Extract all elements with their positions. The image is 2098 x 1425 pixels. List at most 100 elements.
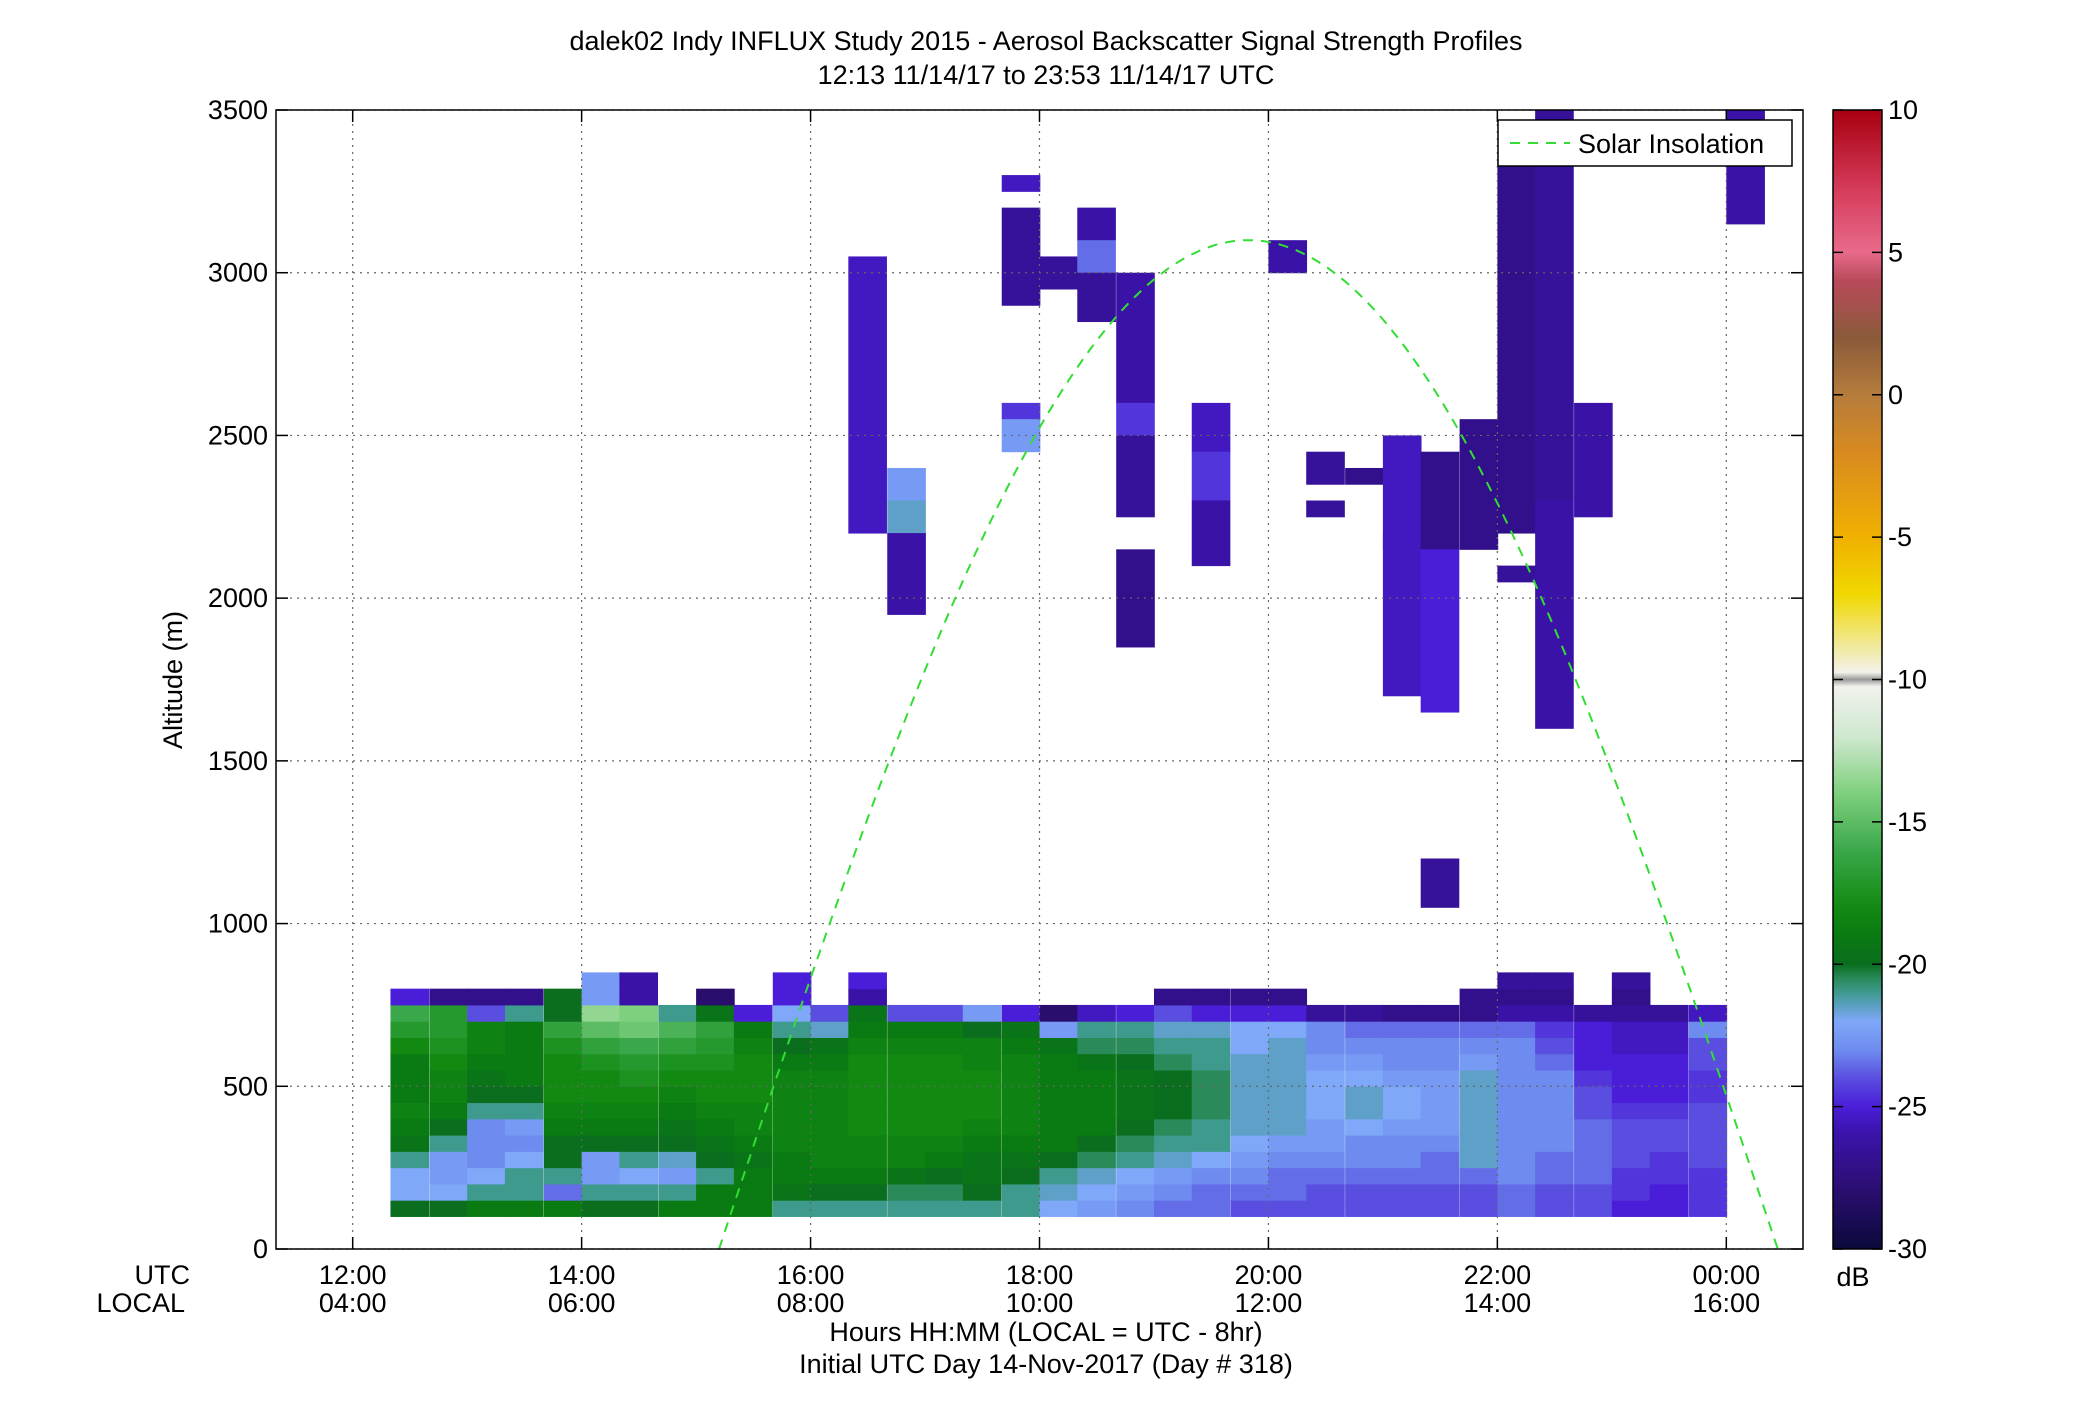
heatmap-cell — [1039, 1167, 1079, 1185]
heatmap-cell — [1497, 1021, 1536, 1038]
x-tick-label-local: 08:00 — [777, 1288, 845, 1318]
colorbar-tick-label: 10 — [1888, 95, 1918, 125]
heatmap-cell — [1688, 1037, 1728, 1055]
heatmap-cell — [1497, 565, 1536, 583]
axis-ticks — [276, 109, 1803, 1250]
heatmap-cell — [1268, 1200, 1308, 1217]
heatmap-cell — [390, 1086, 430, 1104]
colorbar-tick-label: -10 — [1888, 665, 1927, 695]
heatmap-cell — [1611, 972, 1651, 990]
heatmap-cell — [962, 1135, 1002, 1152]
x-tick-label-utc: 22:00 — [1464, 1260, 1532, 1290]
heatmap-cell — [467, 1004, 506, 1022]
heatmap-cell — [1191, 1070, 1231, 1087]
heatmap-cell — [504, 1200, 544, 1217]
heatmap-cell — [619, 988, 659, 1006]
legend: Solar Insolation — [1497, 119, 1793, 167]
heatmap-cell — [1497, 1037, 1536, 1055]
heatmap-cell — [1649, 1102, 1689, 1120]
heatmap-cell — [1649, 1004, 1689, 1022]
heatmap-cell — [504, 1118, 544, 1136]
heatmap-cell — [810, 1021, 850, 1038]
heatmap-cell — [1001, 175, 1041, 192]
heatmap-cell — [1382, 1004, 1422, 1022]
heatmap-cell — [1420, 1151, 1460, 1169]
heatmap-cell — [1497, 1053, 1536, 1071]
heatmap-cell — [1116, 272, 1155, 404]
heatmap-cell — [1345, 1021, 1384, 1038]
heatmap-cell — [1191, 1004, 1231, 1022]
heatmap-cell — [733, 1004, 773, 1022]
heatmap-cell — [1191, 1135, 1231, 1152]
heatmap-cell — [1001, 207, 1041, 306]
heatmap-cell — [429, 1086, 469, 1104]
heatmap-cell — [1077, 1151, 1116, 1169]
heatmap-cell — [1268, 1135, 1308, 1152]
heatmap-cell — [1535, 1118, 1574, 1136]
heatmap-cell — [772, 1167, 812, 1185]
heatmap-cell — [390, 988, 430, 1006]
heatmap-cell — [467, 1151, 506, 1169]
heatmap-cell — [581, 1086, 621, 1104]
heatmap-cell — [696, 1021, 735, 1038]
heatmap-cell — [658, 1102, 697, 1120]
heatmap-cell — [1649, 1118, 1689, 1136]
heatmap-cell — [1116, 1037, 1155, 1055]
heatmap-cell — [772, 1151, 812, 1169]
x-axis-label-2: Initial UTC Day 14-Nov-2017 (Day # 318) — [799, 1349, 1293, 1379]
heatmap-cell — [1688, 1200, 1728, 1217]
heatmap-cell — [1153, 1151, 1193, 1169]
heatmap-cell — [619, 1021, 659, 1038]
heatmap-cell — [810, 1053, 850, 1071]
heatmap-cell — [772, 1183, 812, 1201]
heatmap-cell — [1535, 1053, 1574, 1071]
heatmap-cell — [1345, 1070, 1384, 1087]
heatmap-cell — [581, 1200, 621, 1217]
heatmap-cell — [1268, 1086, 1308, 1104]
heatmap-cell — [1382, 1037, 1422, 1055]
heatmap-cell — [962, 1118, 1002, 1136]
x-axis-label: Hours HH:MM (LOCAL = UTC - 8hr) — [829, 1317, 1262, 1347]
x-tick-label-utc: 16:00 — [777, 1260, 845, 1290]
heatmap-cell — [543, 1037, 583, 1055]
heatmap-cell — [1268, 1151, 1308, 1169]
heatmap-cell — [848, 1102, 887, 1120]
heatmap-cell — [1574, 1004, 1613, 1022]
heatmap-cell — [1574, 1167, 1613, 1185]
heatmap-cell — [962, 1021, 1002, 1038]
heatmap-cell — [1077, 1070, 1116, 1087]
plot-area — [275, 109, 1804, 1250]
heatmap-cell — [1420, 1135, 1460, 1152]
heatmap-cell — [1535, 1070, 1574, 1087]
heatmap-cell — [696, 1200, 735, 1217]
heatmap-cell — [1420, 1053, 1460, 1071]
heatmap-cell — [1611, 1183, 1651, 1201]
heatmap-cell — [1611, 1070, 1651, 1087]
heatmap-cell — [429, 1167, 469, 1185]
heatmap-cell — [1459, 1118, 1499, 1136]
heatmap-cell — [1574, 1086, 1613, 1104]
heatmap-cell — [887, 533, 926, 615]
heatmap-cell — [1535, 1183, 1574, 1201]
local-row-label: LOCAL — [96, 1288, 185, 1318]
heatmap-cell — [1306, 1086, 1345, 1104]
heatmap-cell — [543, 1021, 583, 1038]
heatmap-cell — [696, 1183, 735, 1201]
heatmap-cell — [1191, 1021, 1231, 1038]
heatmap-cell — [390, 1004, 430, 1022]
heatmap-cell — [1268, 240, 1308, 274]
heatmap-cell — [848, 1151, 887, 1169]
heatmap-cell — [1345, 1086, 1384, 1104]
heatmap-cell — [467, 1200, 506, 1217]
heatmap-cell — [1574, 1021, 1613, 1038]
heatmap-cell — [1306, 1004, 1345, 1022]
x-tick-label-local: 10:00 — [1006, 1288, 1074, 1318]
heatmap-cell — [696, 1037, 735, 1055]
heatmap-cell — [1077, 272, 1116, 323]
colorbar: 10 5 0 -5 -10 -15 -20 -25 -30 dB — [1832, 95, 1927, 1292]
heatmap-cell — [1345, 1183, 1384, 1201]
heatmap-cell — [1306, 1102, 1345, 1120]
x-tick-label-utc: 20:00 — [1235, 1260, 1303, 1290]
heatmap-cells — [390, 110, 1765, 1217]
heatmap-cell — [1001, 1102, 1041, 1120]
